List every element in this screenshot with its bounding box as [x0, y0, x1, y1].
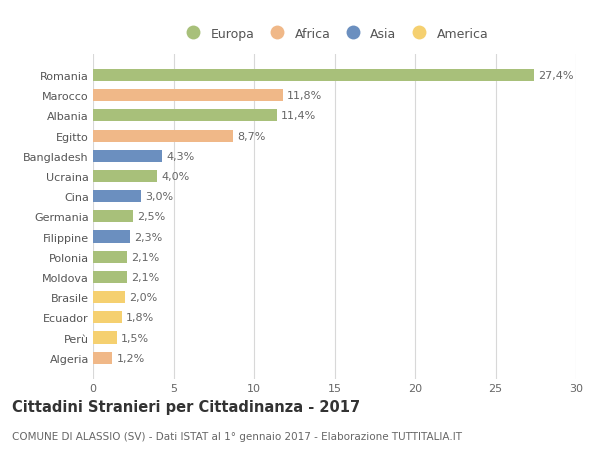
Bar: [93, 130, 233, 142]
Text: 2,1%: 2,1%: [131, 252, 159, 262]
Text: 8,7%: 8,7%: [237, 131, 265, 141]
Text: 11,8%: 11,8%: [287, 91, 322, 101]
Bar: [93, 312, 122, 324]
Bar: [93, 332, 117, 344]
Text: 27,4%: 27,4%: [538, 71, 574, 81]
Text: 4,3%: 4,3%: [166, 151, 194, 162]
Bar: [93, 352, 112, 364]
Text: 1,2%: 1,2%: [116, 353, 145, 363]
Bar: [93, 90, 283, 102]
Text: 3,0%: 3,0%: [145, 192, 173, 202]
Legend: Europa, Africa, Asia, America: Europa, Africa, Asia, America: [176, 22, 493, 45]
Bar: [93, 211, 133, 223]
Text: 2,5%: 2,5%: [137, 212, 166, 222]
Bar: [93, 190, 142, 203]
Text: 2,3%: 2,3%: [134, 232, 163, 242]
Text: 11,4%: 11,4%: [281, 111, 316, 121]
Text: 2,1%: 2,1%: [131, 272, 159, 282]
Bar: [93, 171, 157, 183]
Bar: [93, 151, 162, 162]
Text: 4,0%: 4,0%: [161, 172, 190, 182]
Text: 2,0%: 2,0%: [129, 292, 157, 302]
Text: 1,5%: 1,5%: [121, 333, 149, 343]
Bar: [93, 110, 277, 122]
Bar: [93, 271, 127, 283]
Text: COMUNE DI ALASSIO (SV) - Dati ISTAT al 1° gennaio 2017 - Elaborazione TUTTITALIA: COMUNE DI ALASSIO (SV) - Dati ISTAT al 1…: [12, 431, 462, 442]
Bar: [93, 251, 127, 263]
Bar: [93, 291, 125, 303]
Bar: [93, 231, 130, 243]
Bar: [93, 70, 534, 82]
Text: 1,8%: 1,8%: [126, 313, 154, 323]
Text: Cittadini Stranieri per Cittadinanza - 2017: Cittadini Stranieri per Cittadinanza - 2…: [12, 399, 360, 414]
